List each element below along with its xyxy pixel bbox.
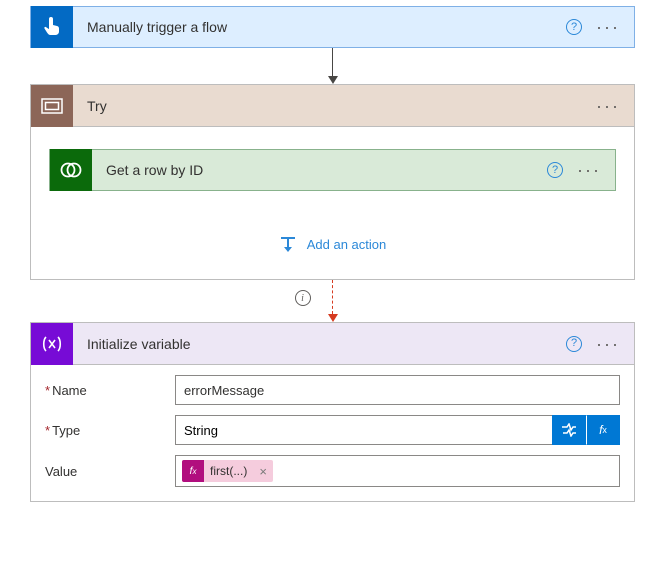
value-input[interactable]: fx first(...) × xyxy=(175,455,620,487)
connector-arrow xyxy=(30,48,635,84)
expression-text: first(...) xyxy=(204,464,253,478)
help-icon[interactable]: ? xyxy=(566,336,582,352)
help-icon[interactable]: ? xyxy=(547,162,563,178)
dataverse-icon xyxy=(50,149,92,191)
fx-icon: fx xyxy=(182,460,204,482)
scope-card: Try ··· Get a row by ID ? ··· xyxy=(30,84,635,280)
name-label: *Name xyxy=(45,383,175,398)
action-title: Get a row by ID xyxy=(92,162,547,178)
info-icon[interactable]: i xyxy=(295,290,311,306)
scope-title: Try xyxy=(73,98,596,114)
touch-icon xyxy=(31,6,73,48)
insert-icon xyxy=(279,235,297,253)
variable-card: Initialize variable ? ··· *Name errorMes… xyxy=(30,322,635,502)
variable-icon xyxy=(31,323,73,365)
help-icon[interactable]: ? xyxy=(566,19,582,35)
name-input[interactable]: errorMessage xyxy=(175,375,620,405)
more-icon[interactable]: ··· xyxy=(596,18,620,36)
more-icon[interactable]: ··· xyxy=(596,97,620,115)
dynamic-content-button[interactable] xyxy=(552,415,586,445)
add-action-button[interactable]: Add an action xyxy=(49,235,616,253)
scope-icon xyxy=(31,85,73,127)
trigger-title: Manually trigger a flow xyxy=(73,19,566,35)
variable-header[interactable]: Initialize variable ? ··· xyxy=(31,323,634,365)
variable-title: Initialize variable xyxy=(73,336,566,352)
type-select[interactable]: String xyxy=(175,415,552,445)
trigger-card[interactable]: Manually trigger a flow ? ··· xyxy=(30,6,635,48)
more-icon[interactable]: ··· xyxy=(577,161,601,179)
action-card[interactable]: Get a row by ID ? ··· xyxy=(49,149,616,191)
run-after-connector: i xyxy=(30,280,635,322)
add-action-label: Add an action xyxy=(307,237,387,252)
expression-pill[interactable]: fx first(...) × xyxy=(182,460,273,482)
value-label: Value xyxy=(45,464,175,479)
remove-expression-icon[interactable]: × xyxy=(253,464,273,479)
type-label: *Type xyxy=(45,423,175,438)
more-icon[interactable]: ··· xyxy=(596,335,620,353)
scope-header[interactable]: Try ··· xyxy=(31,85,634,127)
expression-button[interactable]: fx xyxy=(586,415,620,445)
